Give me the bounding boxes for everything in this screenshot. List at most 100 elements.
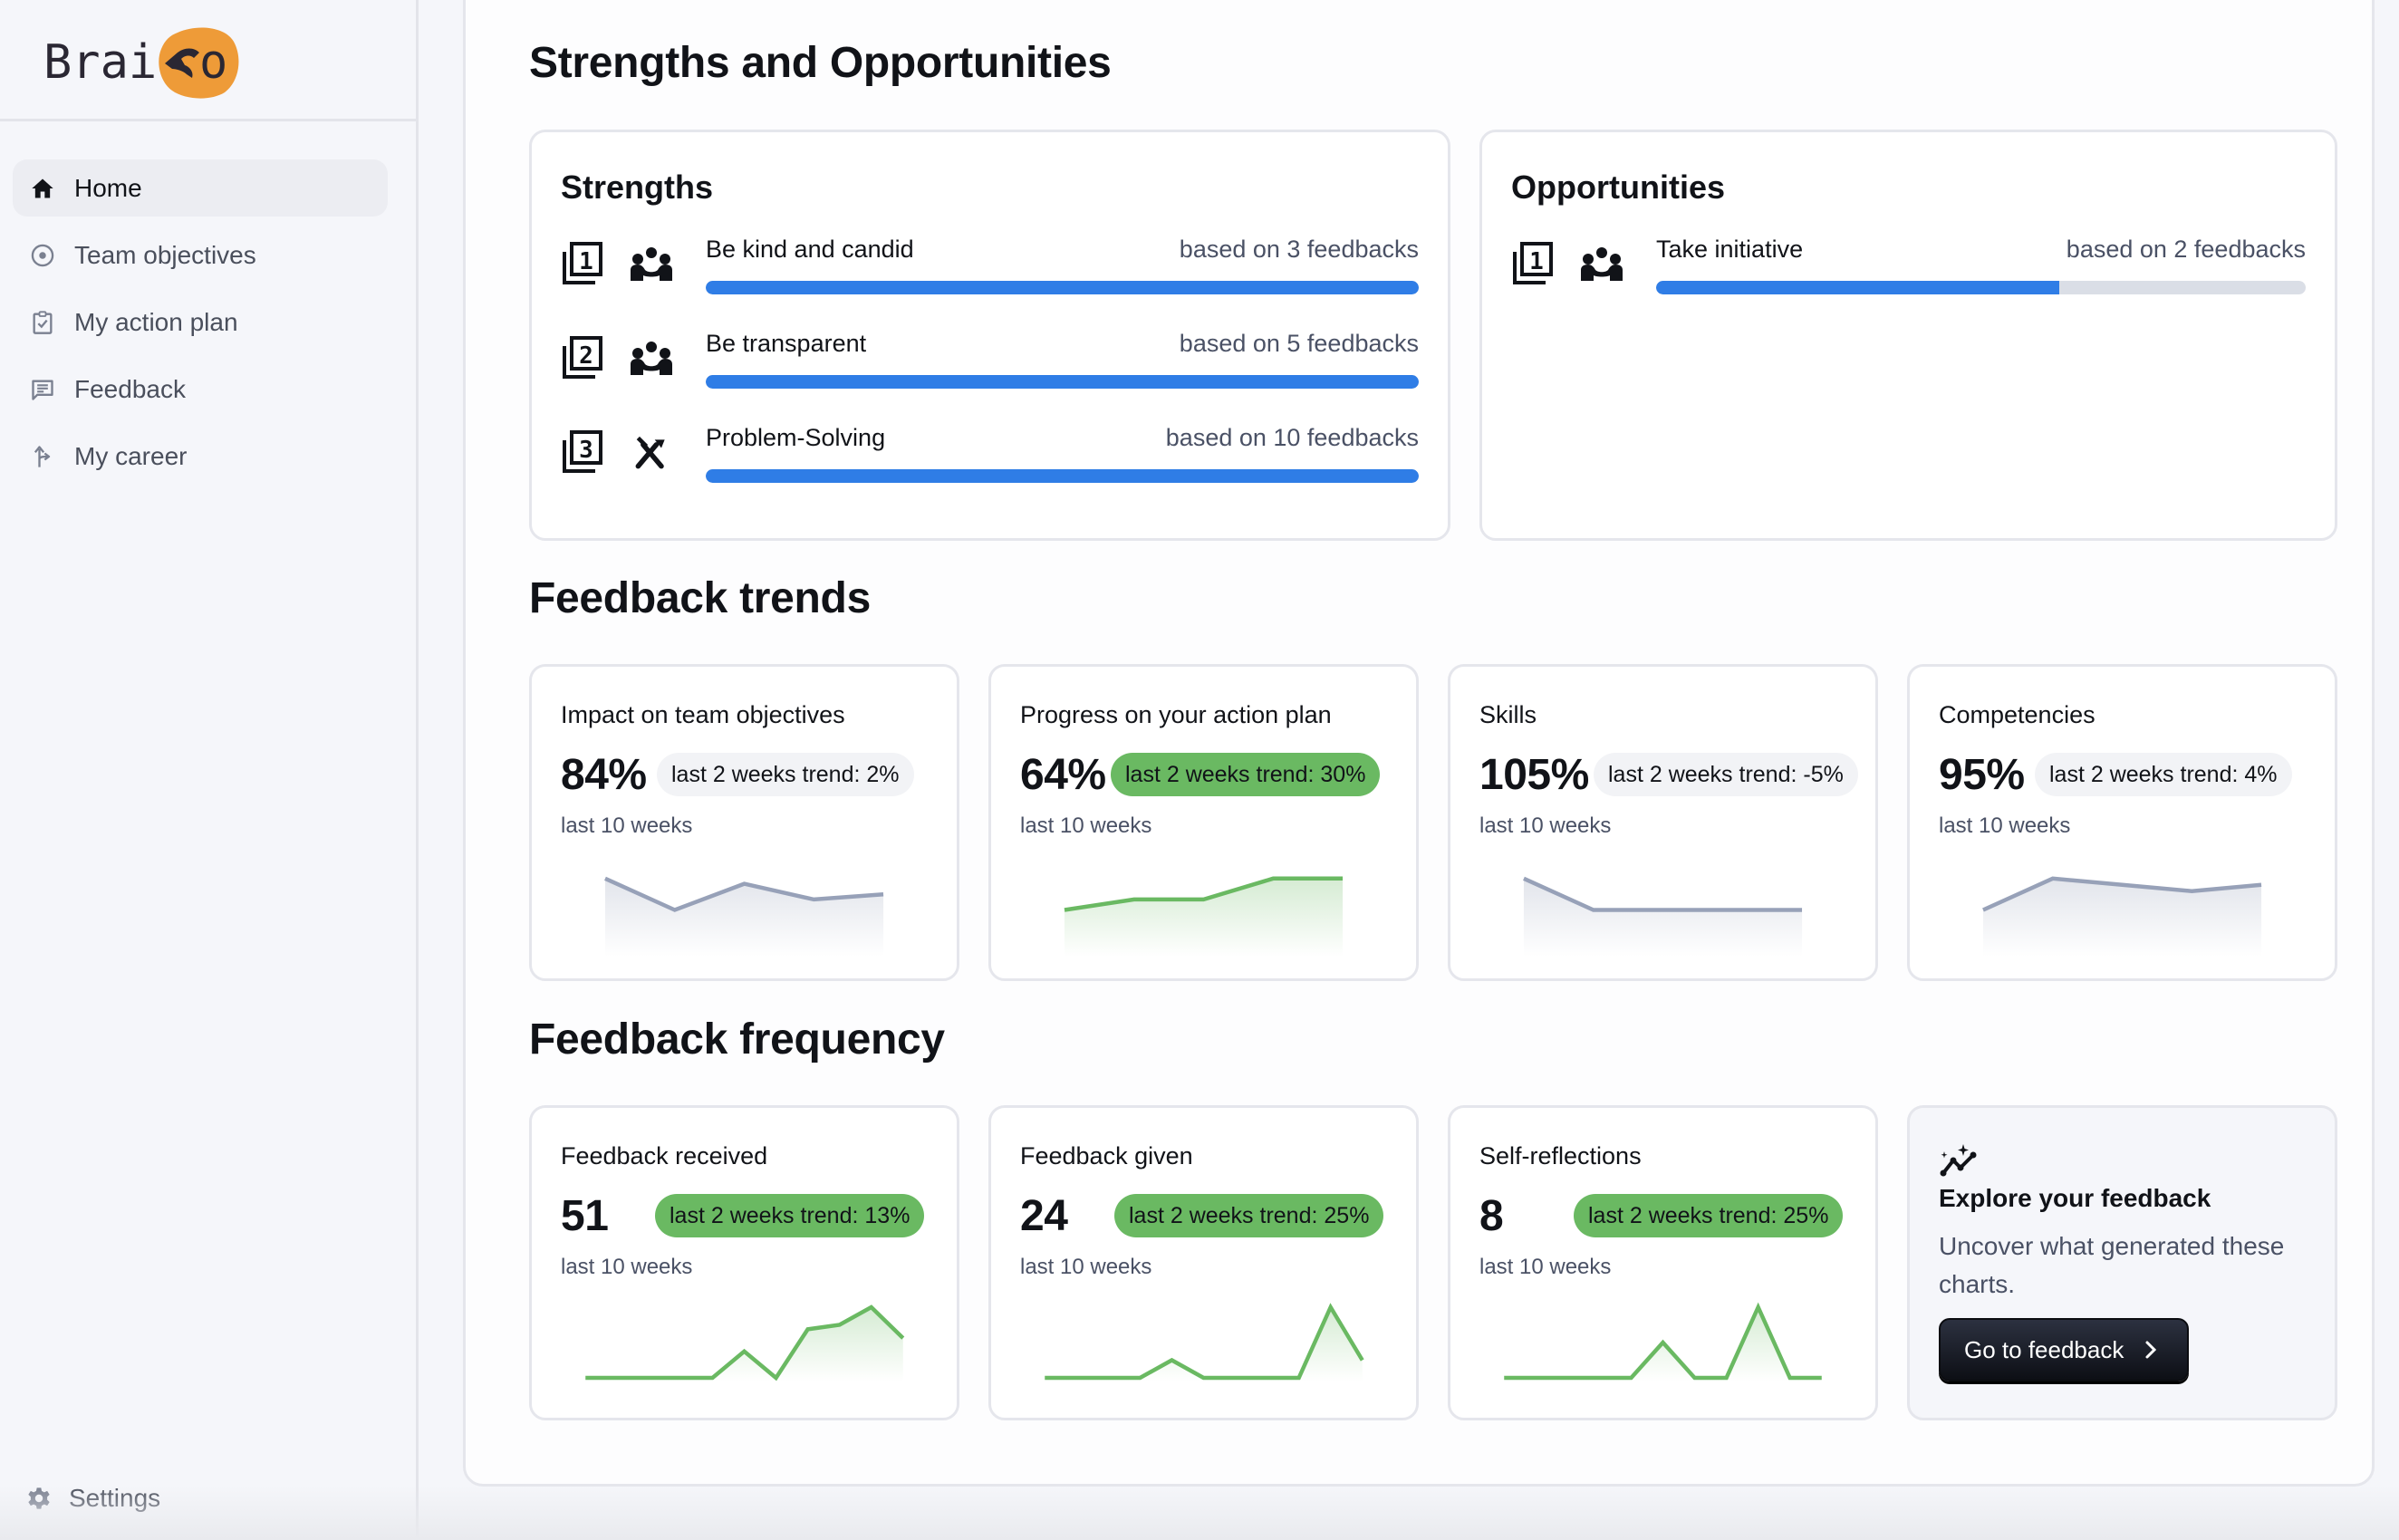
sparkline-area bbox=[1982, 878, 2262, 957]
sparkline-line bbox=[604, 876, 884, 912]
metric-value: 51 bbox=[561, 1192, 609, 1240]
skill-score-fill bbox=[1656, 281, 2059, 294]
rank-3-icon: 3 bbox=[561, 429, 604, 475]
skill-row[interactable]: 1 Be kind and candid based on 3 feedbacks bbox=[561, 236, 1419, 313]
metric-label: Skills bbox=[1479, 701, 1537, 728]
settings-label: Settings bbox=[69, 1484, 161, 1512]
metric-label: Feedback given bbox=[1020, 1142, 1193, 1169]
brand-text-start: Brai bbox=[43, 35, 157, 90]
team-icon bbox=[630, 245, 673, 284]
trend-badge: last 2 weeks trend: -5% bbox=[1594, 753, 1858, 796]
trend-badge: last 2 weeks trend: 13% bbox=[655, 1194, 925, 1237]
sparkline-area bbox=[585, 1307, 903, 1381]
sparkline-line bbox=[1064, 876, 1344, 912]
brand-text-end: o bbox=[199, 35, 227, 90]
sparkle-chart-icon bbox=[1939, 1142, 1980, 1179]
skill-score-fill bbox=[706, 469, 1419, 483]
sidebar-nav: Home Team objectives My action plan Feed… bbox=[13, 159, 388, 495]
trend-badge: last 2 weeks trend: 25% bbox=[1574, 1194, 1844, 1237]
gear-icon bbox=[25, 1485, 53, 1512]
sparkline-line bbox=[1504, 1302, 1822, 1381]
sparkline-chart bbox=[532, 1298, 957, 1398]
metric-period: last 10 weeks bbox=[561, 813, 693, 838]
team-icon bbox=[630, 339, 673, 379]
metric-period: last 10 weeks bbox=[1020, 1255, 1152, 1279]
metric-label: Self-reflections bbox=[1479, 1142, 1642, 1169]
sparkline-chart bbox=[532, 857, 957, 957]
explore-description: Uncover what generated these charts. bbox=[1939, 1232, 2285, 1298]
skill-name: Be kind and candid bbox=[706, 236, 914, 263]
metric-label: Feedback received bbox=[561, 1142, 768, 1169]
feedback-frequency-title: Feedback frequency bbox=[529, 1015, 945, 1064]
sidebar-item-label: My action plan bbox=[74, 307, 238, 336]
sparkline-line bbox=[1045, 1303, 1364, 1381]
sparkline-area bbox=[1064, 878, 1344, 957]
skill-row[interactable]: 2 Be transparent based on 5 feedbacks bbox=[561, 330, 1419, 408]
skill-row[interactable]: 3 Problem-Solving based on 10 feedbacks bbox=[561, 424, 1419, 502]
sparkline-line bbox=[1982, 876, 2262, 912]
brand-logo[interactable]: Brai o bbox=[40, 22, 248, 100]
go-to-feedback-button[interactable]: Go to feedback bbox=[1939, 1318, 2190, 1381]
strengths-opportunities-title: Strengths and Opportunities bbox=[529, 39, 1112, 87]
metric-period: last 10 weeks bbox=[1020, 813, 1152, 838]
metric-card: Competencies 95% last 2 weeks trend: 4% las… bbox=[1907, 664, 2337, 981]
target-icon bbox=[29, 242, 56, 269]
metric-value: 24 bbox=[1020, 1192, 1068, 1240]
metric-value: 95% bbox=[1939, 751, 2025, 799]
feedback-count: based on 3 feedbacks bbox=[1179, 236, 1419, 263]
sparkline-area bbox=[604, 878, 884, 957]
sidebar-item-action-plan[interactable]: My action plan bbox=[13, 294, 388, 351]
rank-1-icon: 1 bbox=[1511, 241, 1555, 286]
skill-name: Take initiative bbox=[1656, 236, 1804, 263]
skill-name: Problem-Solving bbox=[706, 424, 886, 451]
sidebar-item-label: Feedback bbox=[74, 374, 186, 403]
logo-area: Brai o bbox=[0, 0, 416, 121]
feedback-trends-title: Feedback trends bbox=[529, 574, 871, 622]
metric-card: Impact on team objectives 84% last 2 weeks… bbox=[529, 664, 959, 981]
sparkline-chart bbox=[991, 1298, 1416, 1398]
opportunities-card: Opportunities 1 Take initiative based on 2… bbox=[1479, 130, 2337, 541]
sidebar-item-settings[interactable]: Settings bbox=[25, 1484, 160, 1513]
career-path-icon bbox=[29, 443, 56, 470]
sidebar-item-label: Home bbox=[74, 173, 142, 202]
trend-badge: last 2 weeks trend: 25% bbox=[1114, 1194, 1384, 1237]
team-icon bbox=[1580, 245, 1623, 284]
metric-period: last 10 weeks bbox=[1939, 813, 2071, 838]
chevron-right-icon bbox=[2145, 1341, 2157, 1359]
sidebar-item-label: My career bbox=[74, 441, 188, 470]
sparkline-line bbox=[1523, 876, 1803, 912]
sparkline-line bbox=[585, 1304, 905, 1381]
metric-value: 64% bbox=[1020, 751, 1106, 799]
svg-text:1: 1 bbox=[579, 248, 593, 275]
sidebar-item-my-career[interactable]: My career bbox=[13, 428, 388, 485]
skill-score-fill bbox=[706, 375, 1419, 389]
skill-score-bar bbox=[706, 281, 1419, 294]
svg-text:3: 3 bbox=[579, 437, 593, 464]
skill-score-bar bbox=[706, 469, 1419, 483]
sidebar-item-feedback[interactable]: Feedback bbox=[13, 361, 388, 418]
skill-score-fill bbox=[706, 281, 1419, 294]
metric-label: Competencies bbox=[1939, 701, 2096, 728]
comment-icon bbox=[29, 376, 56, 403]
skill-score-bar bbox=[706, 375, 1419, 389]
metric-card: Feedback given 24 last 2 weeks trend: 25% l… bbox=[988, 1105, 1419, 1420]
opportunities-title: Opportunities bbox=[1511, 168, 1725, 206]
metric-card: Self-reflections 8 last 2 weeks trend: 25%… bbox=[1448, 1105, 1878, 1420]
sidebar-item-team-objectives[interactable]: Team objectives bbox=[13, 226, 388, 284]
metric-value: 105% bbox=[1479, 751, 1589, 799]
skill-row[interactable]: 1 Take initiative based on 2 feedbacks bbox=[1511, 236, 2306, 313]
metric-value: 84% bbox=[561, 751, 647, 799]
rank-1-icon: 1 bbox=[561, 241, 604, 286]
sidebar-item-home[interactable]: Home bbox=[13, 159, 388, 217]
sparkline-chart bbox=[1450, 857, 1875, 957]
explore-title: Explore your feedback bbox=[1939, 1184, 2211, 1212]
sidebar: Brai o Home Team objectives My action pl… bbox=[0, 0, 419, 1540]
brand-logo-mark: Brai o bbox=[43, 27, 239, 99]
sidebar-item-label: Team objectives bbox=[74, 240, 256, 269]
go-to-feedback-label: Go to feedback bbox=[1964, 1335, 2124, 1363]
skill-name: Be transparent bbox=[706, 330, 867, 357]
home-icon bbox=[29, 175, 56, 202]
metric-card: Feedback received 51 last 2 weeks trend: 1… bbox=[529, 1105, 959, 1420]
svg-text:1: 1 bbox=[1529, 248, 1544, 275]
feedback-count: based on 10 feedbacks bbox=[1165, 424, 1419, 451]
